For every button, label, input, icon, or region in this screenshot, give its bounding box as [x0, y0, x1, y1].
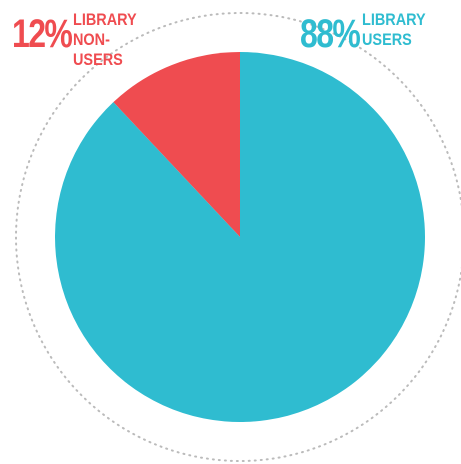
- category-label: LIBRARY USERS: [362, 10, 426, 49]
- category-label: LIBRARY NON-USERS: [73, 10, 137, 69]
- value-label: 88%: [300, 12, 361, 56]
- pie-slice: [54, 52, 425, 423]
- pie-slice: [113, 52, 240, 237]
- dotted-ring: [15, 12, 461, 462]
- value-label: 12%: [12, 12, 73, 56]
